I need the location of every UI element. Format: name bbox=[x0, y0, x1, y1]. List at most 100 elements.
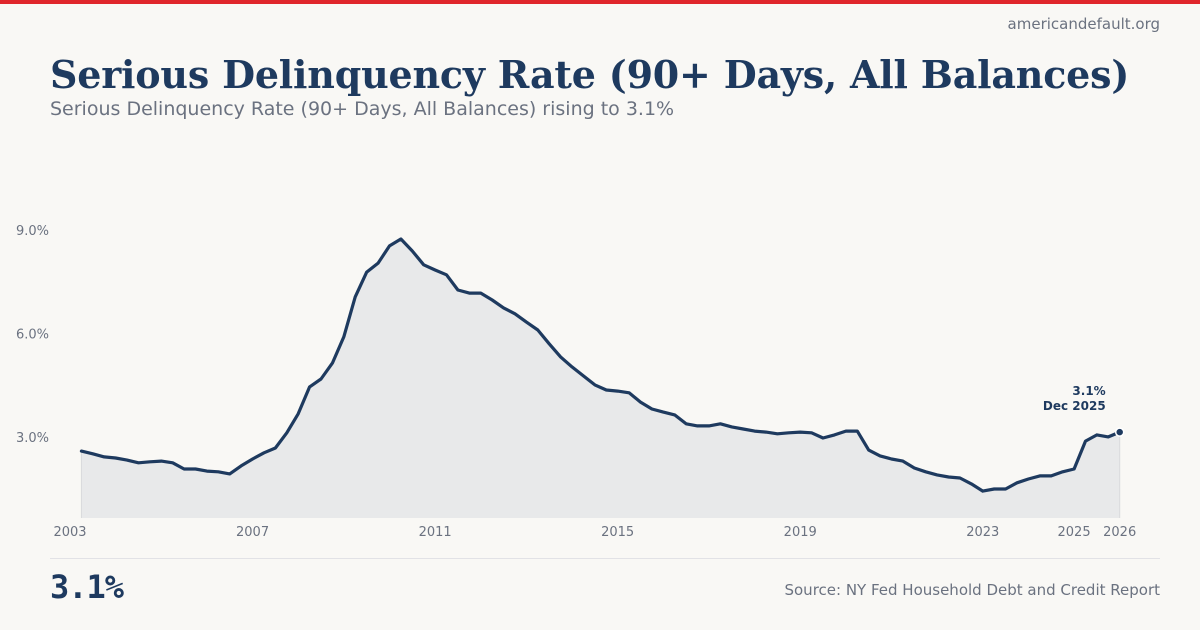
data-point bbox=[410, 249, 414, 253]
data-point bbox=[753, 429, 757, 433]
site-name: americandefault.org bbox=[1007, 15, 1160, 33]
data-point bbox=[570, 365, 574, 369]
data-point bbox=[1083, 439, 1087, 443]
data-point bbox=[969, 482, 973, 486]
data-point bbox=[365, 270, 369, 274]
data-point bbox=[490, 298, 494, 302]
data-point bbox=[581, 374, 585, 378]
data-point bbox=[650, 407, 654, 411]
data-point bbox=[764, 430, 768, 434]
data-point bbox=[935, 473, 939, 477]
data-point bbox=[741, 427, 745, 431]
data-point bbox=[422, 263, 426, 267]
data-point bbox=[456, 288, 460, 292]
x-tick-label: 2019 bbox=[784, 525, 817, 540]
data-point bbox=[821, 436, 825, 440]
data-point bbox=[775, 432, 779, 436]
data-point bbox=[1038, 474, 1042, 478]
latest-date-annotation: Dec 2025 bbox=[1043, 399, 1106, 413]
data-point bbox=[673, 413, 677, 417]
x-tick-label: 2011 bbox=[419, 525, 452, 540]
data-point bbox=[467, 291, 471, 295]
data-point bbox=[912, 466, 916, 470]
data-point bbox=[992, 487, 996, 491]
x-tick-label: 2007 bbox=[236, 525, 269, 540]
footer-divider bbox=[50, 558, 1160, 559]
data-point bbox=[1015, 481, 1019, 485]
data-point bbox=[148, 460, 152, 464]
data-point bbox=[901, 459, 905, 463]
data-point bbox=[330, 361, 334, 365]
y-tick-label: 3.0% bbox=[16, 431, 49, 446]
headline-value: 3.1% bbox=[50, 568, 124, 606]
page-subtitle: Serious Delinquency Rate (90+ Days, All … bbox=[50, 98, 675, 120]
data-point bbox=[433, 268, 437, 272]
data-point bbox=[524, 320, 528, 324]
data-point bbox=[502, 306, 506, 310]
data-point bbox=[1026, 477, 1030, 481]
data-point bbox=[251, 457, 255, 461]
data-point bbox=[285, 431, 289, 435]
y-tick-label: 9.0% bbox=[16, 224, 49, 239]
data-point bbox=[387, 244, 391, 248]
data-point bbox=[319, 377, 323, 381]
data-point bbox=[958, 476, 962, 480]
data-point bbox=[479, 291, 483, 295]
x-tick-label: 2025 bbox=[1058, 525, 1091, 540]
source-note: Source: NY Fed Household Debt and Credit… bbox=[784, 581, 1160, 599]
data-point bbox=[661, 410, 665, 414]
data-point bbox=[445, 273, 449, 277]
data-point bbox=[342, 335, 346, 339]
data-point bbox=[205, 469, 209, 473]
data-point bbox=[604, 388, 608, 392]
data-point bbox=[730, 425, 734, 429]
latest-point-marker bbox=[1114, 427, 1125, 437]
data-point bbox=[239, 464, 243, 468]
data-point bbox=[810, 431, 814, 435]
series-line bbox=[79, 237, 1122, 493]
data-point bbox=[798, 430, 802, 434]
data-point bbox=[91, 452, 95, 456]
y-axis: 3.0% 6.0% 9.0% bbox=[16, 224, 49, 446]
data-point bbox=[353, 295, 357, 299]
data-point bbox=[182, 467, 186, 471]
page-title: Serious Delinquency Rate (90+ Days, All … bbox=[50, 52, 1130, 97]
x-tick-label: 2003 bbox=[53, 525, 86, 540]
data-point bbox=[216, 470, 220, 474]
data-point bbox=[159, 459, 163, 463]
data-point bbox=[559, 355, 563, 359]
data-point bbox=[1072, 467, 1076, 471]
data-point bbox=[536, 328, 540, 332]
data-point bbox=[924, 470, 928, 474]
data-point bbox=[616, 389, 620, 393]
x-tick-label: 2026 bbox=[1103, 525, 1136, 540]
x-tick-label: 2023 bbox=[966, 525, 999, 540]
data-point bbox=[981, 489, 985, 493]
data-point bbox=[718, 422, 722, 426]
data-point bbox=[855, 429, 859, 433]
series-area bbox=[81, 239, 1120, 518]
data-point bbox=[513, 312, 517, 316]
data-point bbox=[684, 422, 688, 426]
data-point bbox=[1095, 433, 1099, 437]
data-point bbox=[194, 467, 198, 471]
data-point bbox=[1004, 487, 1008, 491]
data-point bbox=[136, 461, 140, 465]
data-point bbox=[707, 424, 711, 428]
data-point bbox=[890, 457, 894, 461]
data-point bbox=[308, 385, 312, 389]
data-point bbox=[547, 342, 551, 346]
data-point bbox=[273, 446, 277, 450]
data-point bbox=[171, 461, 175, 465]
data-point bbox=[114, 456, 118, 460]
y-tick-label: 6.0% bbox=[16, 327, 49, 342]
data-point bbox=[867, 448, 871, 452]
data-point bbox=[878, 454, 882, 458]
data-point bbox=[1106, 435, 1110, 439]
data-point bbox=[1049, 474, 1053, 478]
data-point bbox=[832, 433, 836, 437]
data-point bbox=[696, 424, 700, 428]
latest-value-annotation: 3.1% bbox=[1072, 384, 1105, 398]
data-point bbox=[125, 458, 129, 462]
